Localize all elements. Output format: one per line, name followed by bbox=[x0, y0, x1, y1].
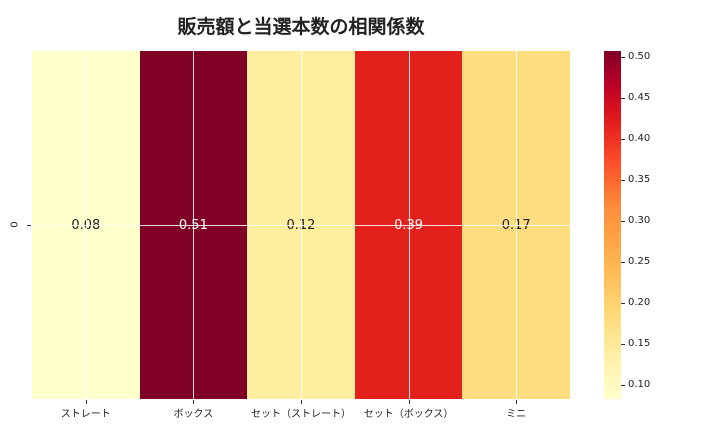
grid-line bbox=[32, 225, 570, 226]
colorbar-tick bbox=[621, 180, 625, 181]
colorbar-label: 0.40 bbox=[628, 133, 651, 144]
colorbar-tick bbox=[621, 385, 625, 386]
colorbar-tick bbox=[621, 262, 625, 263]
x-axis: ストレート ボックス セット（ストレート） セット（ボックス） ミニ bbox=[32, 400, 570, 420]
x-tick-label: ストレート bbox=[32, 400, 140, 420]
colorbar-tick bbox=[621, 139, 625, 140]
colorbar-tick bbox=[621, 344, 625, 345]
x-tick-label: セット（ストレート） bbox=[247, 400, 355, 420]
colorbar-label: 0.50 bbox=[628, 51, 651, 62]
y-tick-label: 0 bbox=[9, 221, 21, 228]
colorbar-tick bbox=[621, 303, 625, 304]
colorbar-label: 0.15 bbox=[628, 338, 651, 349]
y-tick bbox=[27, 225, 31, 226]
colorbar-tick bbox=[621, 221, 625, 222]
colorbar bbox=[604, 51, 621, 399]
x-tick-label: セット（ボックス） bbox=[355, 400, 463, 420]
chart-title: 販売額と当選本数の相関係数 bbox=[177, 16, 425, 38]
colorbar-label: 0.45 bbox=[628, 92, 651, 103]
colorbar-label: 0.30 bbox=[628, 215, 651, 226]
colorbar-label: 0.35 bbox=[628, 174, 651, 185]
colorbar-tick bbox=[621, 98, 625, 99]
colorbar-label: 0.25 bbox=[628, 256, 651, 267]
x-tick-label: ミニ bbox=[462, 400, 570, 420]
colorbar-tick bbox=[621, 57, 625, 58]
x-tick-label: ボックス bbox=[140, 400, 248, 420]
colorbar-label: 0.10 bbox=[628, 379, 651, 390]
colorbar-label: 0.20 bbox=[628, 297, 651, 308]
